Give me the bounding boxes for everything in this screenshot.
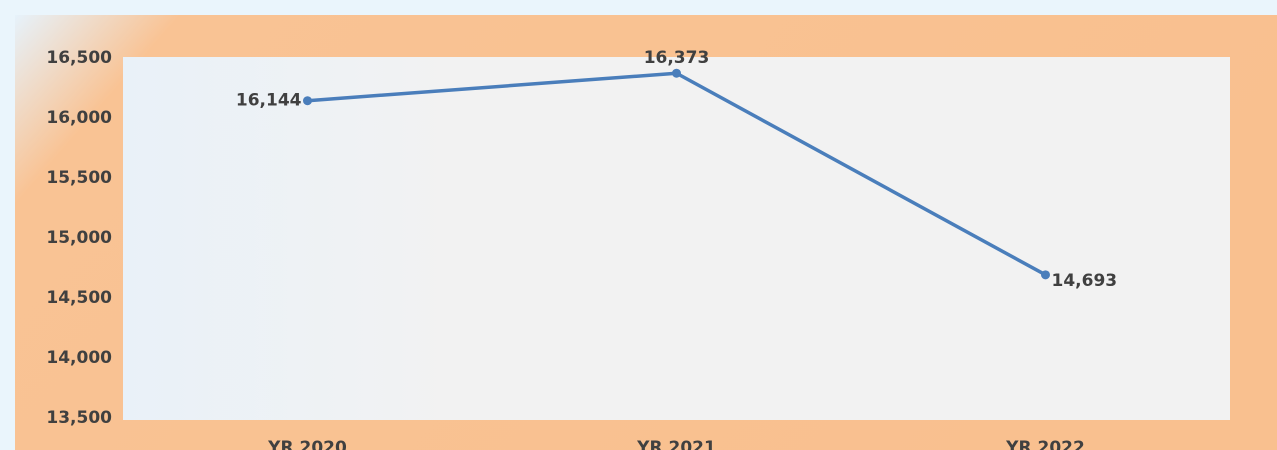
marker — [303, 96, 312, 106]
y-tick-label: 15,000 — [46, 228, 112, 248]
y-tick-label: 15,500 — [46, 168, 112, 188]
data-label: 16,373 — [644, 48, 710, 68]
x-tick-label: YR 2021 — [636, 438, 716, 450]
y-tick-label: 16,000 — [46, 108, 112, 128]
plot-area — [123, 57, 1230, 420]
y-tick-label: 16,500 — [46, 48, 112, 68]
y-tick-label: 14,000 — [46, 348, 112, 368]
marker — [1041, 270, 1050, 280]
x-tick-label: YR 2022 — [1005, 438, 1085, 450]
data-label: 14,693 — [1052, 271, 1118, 291]
x-tick-label: YR 2020 — [267, 438, 347, 450]
data-label: 16,144 — [236, 91, 302, 111]
y-tick-label: 13,500 — [46, 408, 112, 428]
marker — [672, 68, 681, 78]
y-tick-label: 14,500 — [46, 288, 112, 308]
